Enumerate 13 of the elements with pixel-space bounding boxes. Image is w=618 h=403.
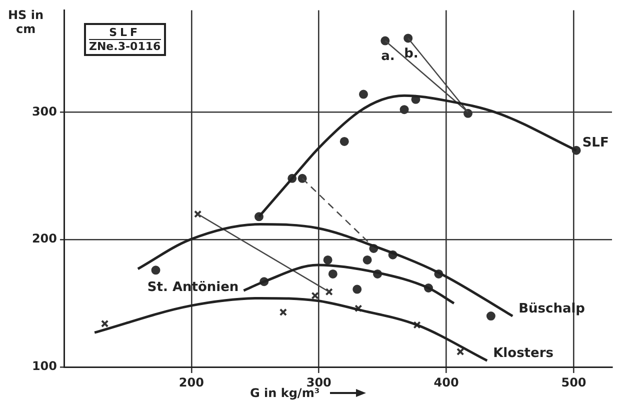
x-tick-label: 500 [561, 375, 586, 390]
x-tick-label: 200 [178, 375, 204, 390]
series-label: SLF [582, 136, 609, 151]
y-tick-label: 100 [32, 359, 57, 374]
series-label: Klosters [493, 346, 554, 362]
series-label: a. [381, 49, 395, 64]
annotation: SLF [89, 26, 161, 40]
x-tick-label: 400 [434, 375, 459, 390]
series-label: b. [404, 46, 418, 62]
y-tick-label: 200 [32, 232, 57, 246]
y-axis-title: HS in cm [8, 8, 44, 36]
annotation: ZNe.3-0116 [89, 40, 161, 53]
y-tick-label: 300 [32, 104, 57, 118]
